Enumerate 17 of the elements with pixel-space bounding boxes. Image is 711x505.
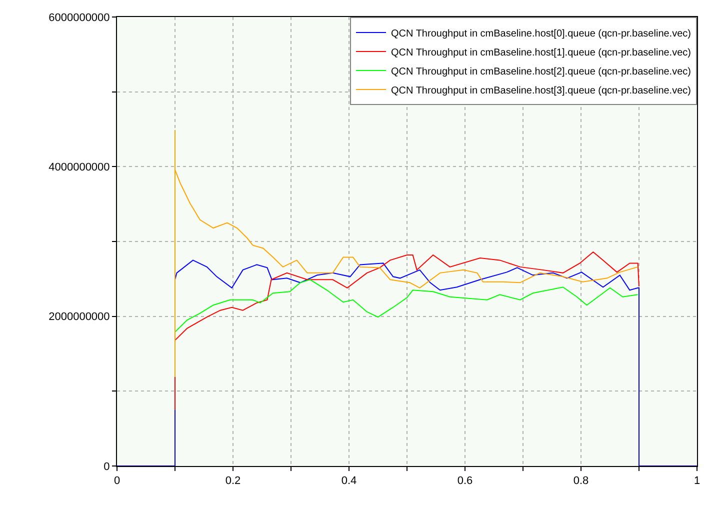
y-tick-label: 2000000000 <box>48 311 110 324</box>
y-tick-label: 0 <box>104 460 110 473</box>
line-series <box>174 279 638 333</box>
x-tick-label: 0.4 <box>341 475 357 488</box>
x-tick-label: 0.2 <box>225 475 241 488</box>
legend-label: QCN Throughput in cmBaseline.host[3].queue (qcn-pr.baseline.vec) <box>391 85 691 96</box>
x-tick-label: 0.6 <box>457 475 473 488</box>
legend-label: QCN Throughput in cmBaseline.host[1].queue (qcn-pr.baseline.vec) <box>391 47 691 58</box>
legend-label: QCN Throughput in cmBaseline.host[2].queue (qcn-pr.baseline.vec) <box>391 66 691 78</box>
legend-label: QCN Throughput in cmBaseline.host[0].queue (qcn-pr.baseline.vec) <box>391 28 691 40</box>
x-tick-label: 0 <box>114 475 120 488</box>
x-tick-label: 1 <box>694 475 700 488</box>
y-tick-label: 6000000000 <box>48 12 110 24</box>
x-tick-label: 0.8 <box>573 475 589 488</box>
line-series <box>174 251 640 410</box>
y-tick-label: 4000000000 <box>48 162 110 174</box>
line-series <box>174 130 638 378</box>
